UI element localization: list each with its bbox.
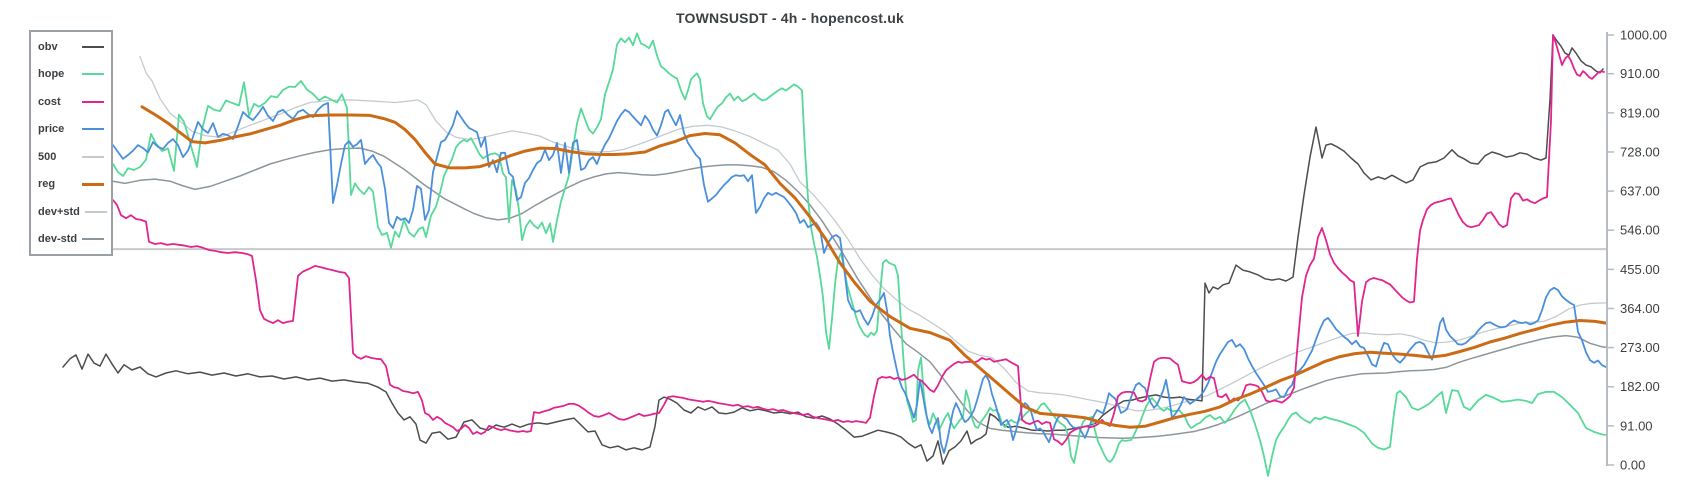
y-tick-label-91: 91.00 xyxy=(1620,418,1653,433)
legend-item-cost[interactable]: cost xyxy=(38,95,104,109)
legend-label-c500: 500 xyxy=(38,150,57,163)
legend: obv hope cost price 500 reg dev+std dev-std xyxy=(29,30,113,256)
chart-title: TOWNSUSDT - 4h - hopencost.uk xyxy=(676,10,904,26)
legend-item-hope[interactable]: hope xyxy=(38,67,104,81)
legend-label-devplus: dev+std xyxy=(38,205,80,218)
series-devplus-line xyxy=(139,55,1607,412)
y-tick-label-455: 455.00 xyxy=(1620,262,1660,277)
legend-item-reg[interactable]: reg xyxy=(38,177,104,191)
legend-item-obv[interactable]: obv xyxy=(38,40,104,54)
y-tick-label-910: 910.00 xyxy=(1620,66,1660,81)
legend-item-devminus[interactable]: dev-std xyxy=(38,232,105,246)
legend-item-price[interactable]: price xyxy=(38,122,104,136)
series-reg-line xyxy=(140,105,1608,429)
y-tick-label-1000: 1000.00 xyxy=(1620,28,1667,43)
series-devminus-line xyxy=(112,147,1607,440)
series-price-line xyxy=(112,102,1607,454)
y-tick-label-0: 0.00 xyxy=(1620,458,1645,473)
y-tick-label-728: 728.00 xyxy=(1620,144,1660,159)
y-tick-label-364: 364.00 xyxy=(1620,301,1660,316)
legend-label-reg: reg xyxy=(38,178,56,191)
legend-swatch-hope-icon xyxy=(82,73,104,76)
y-tick-label-546: 546.00 xyxy=(1620,223,1660,238)
legend-swatch-cost-icon xyxy=(82,100,104,103)
legend-swatch-devplus-icon xyxy=(84,210,107,213)
series-hope-line xyxy=(112,32,1607,477)
y-tick-label-637: 637.00 xyxy=(1620,184,1660,199)
legend-swatch-obv-icon xyxy=(82,46,104,48)
legend-item-c500[interactable]: 500 xyxy=(38,150,104,164)
legend-label-hope: hope xyxy=(38,68,65,81)
legend-swatch-c500-icon xyxy=(82,155,104,158)
series-cost-line xyxy=(112,34,1605,446)
legend-label-cost: cost xyxy=(38,95,61,108)
legend-swatch-price-icon xyxy=(82,128,104,131)
series-obv-line xyxy=(62,34,1604,465)
legend-swatch-devminus-icon xyxy=(82,237,105,240)
legend-swatch-reg-icon xyxy=(82,182,104,186)
legend-label-obv: obv xyxy=(38,41,58,53)
legend-item-devplus[interactable]: dev+std xyxy=(38,205,107,219)
legend-label-devminus: dev-std xyxy=(38,232,78,245)
y-tick-label-182: 182.00 xyxy=(1620,379,1660,394)
y-tick-label-819: 819.00 xyxy=(1620,105,1660,120)
y-tick-label-273: 273.00 xyxy=(1620,340,1660,355)
legend-label-price: price xyxy=(38,123,65,136)
